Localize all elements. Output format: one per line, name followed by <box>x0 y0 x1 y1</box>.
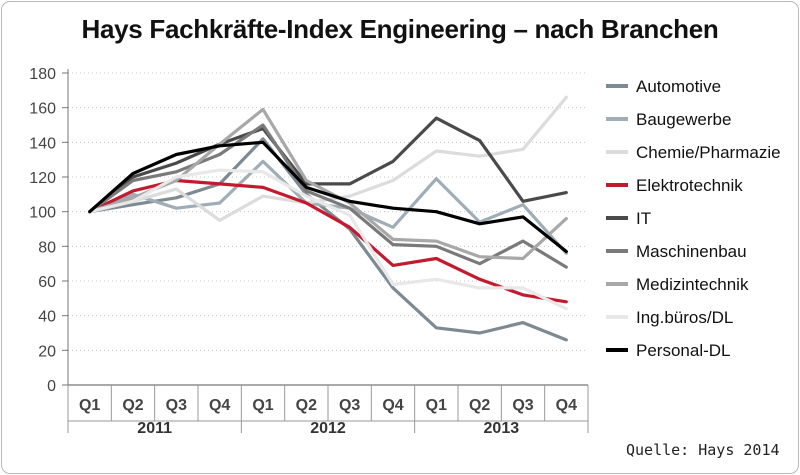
y-tick-label: 180 <box>29 66 56 83</box>
year-label: 2013 <box>484 420 520 437</box>
legend-label: Medizintechnik <box>636 275 749 294</box>
x-tick-label: Q3 <box>166 397 187 414</box>
x-tick-label: Q1 <box>426 397 447 414</box>
y-tick-label: 140 <box>29 135 56 152</box>
y-tick-label: 160 <box>29 101 56 118</box>
legend-label: Chemie/Pharmazie <box>636 143 781 162</box>
legend-label: Automotive <box>636 77 721 96</box>
legend-label: Maschinenbau <box>636 242 747 261</box>
series-line-medizintechnik <box>88 107 568 261</box>
series-line-personal-dl <box>88 140 568 254</box>
series-lines <box>88 95 568 342</box>
legend-label: Elektrotechnik <box>636 176 743 195</box>
y-tick-label: 100 <box>29 205 56 222</box>
x-tick-label: Q2 <box>122 397 143 414</box>
x-tick-label: Q2 <box>296 397 317 414</box>
chart-title: Hays Fachkräfte-Index Engineering – nach… <box>81 14 719 44</box>
x-tick-label: Q2 <box>469 397 490 414</box>
x-tick-label: Q3 <box>339 397 360 414</box>
series-line-automotive <box>88 137 568 342</box>
x-tick-label: Q1 <box>79 397 100 414</box>
x-tick-label: Q1 <box>252 397 273 414</box>
x-tick-label: Q4 <box>382 397 403 414</box>
y-tick-label: 40 <box>38 309 56 326</box>
x-tick-label: Q3 <box>512 397 533 414</box>
series-line-ing-b-ros-dl <box>88 168 568 311</box>
source-note: Quelle: Hays 2014 <box>626 441 780 459</box>
y-tick-label: 60 <box>38 274 56 291</box>
legend: Automotive Baugewerbe Chemie/Pharmazie Elek… <box>606 77 781 360</box>
y-tick-label: 0 <box>47 378 56 395</box>
y-tick-label: 80 <box>38 239 56 256</box>
legend-label: Personal-DL <box>636 341 731 360</box>
year-label: 2011 <box>137 420 172 437</box>
y-tick-label: 20 <box>38 343 56 360</box>
series-line-it <box>88 116 568 214</box>
legend-label: Ing.büros/DL <box>636 308 733 327</box>
year-label: 2012 <box>310 420 346 437</box>
x-tick-label: Q4 <box>209 397 230 414</box>
y-tick-label: 120 <box>29 170 56 187</box>
axes: 0 20 40 60 80 100 120 140 160 180 Q1 Q2 Q3 Q4 Q1 Q2 Q3 Q4… <box>29 66 589 437</box>
legend-label: IT <box>636 209 651 228</box>
series-line-maschinenbau <box>88 123 568 269</box>
x-tick-label: Q4 <box>556 397 577 414</box>
legend-label: Baugewerbe <box>636 110 731 129</box>
